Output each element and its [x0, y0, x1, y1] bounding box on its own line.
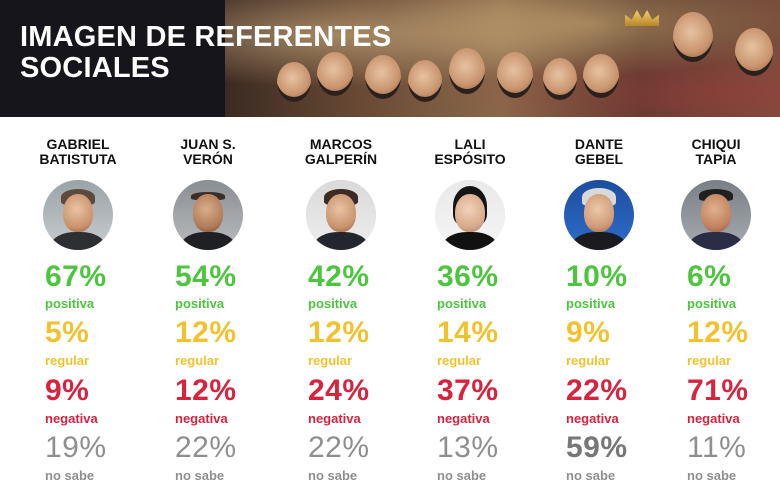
unknown-label: no sabe [175, 468, 225, 483]
unknown-value: 19% [45, 431, 107, 464]
avatar [306, 180, 376, 250]
person-name: MARCOS GALPERÍN [304, 136, 378, 167]
unknown-value: 22% [175, 431, 237, 464]
negative-label: negativa [308, 411, 361, 426]
positive-value: 10% [566, 260, 628, 293]
positive-value: 6% [687, 260, 732, 293]
regular-label: regular [308, 353, 353, 368]
regular-value: 14% [437, 316, 499, 349]
regular-value: 12% [175, 316, 237, 349]
person-name: GABRIEL BATISTUTA [39, 136, 117, 167]
positive-value: 54% [175, 260, 237, 293]
header-collage-image [225, 0, 780, 117]
avatar [435, 180, 505, 250]
unknown-label: no sabe [308, 468, 358, 483]
regular-label: regular [566, 353, 611, 368]
negative-value: 24% [308, 374, 370, 407]
unknown-label: no sabe [687, 468, 737, 483]
regular-value: 9% [566, 316, 611, 349]
unknown-value: 13% [437, 431, 499, 464]
negative-label: negativa [175, 411, 228, 426]
unknown-label: no sabe [437, 468, 487, 483]
unknown-value: 11% [687, 431, 747, 464]
positive-value: 42% [308, 260, 370, 293]
crown-icon [625, 10, 659, 26]
negative-value: 37% [437, 374, 499, 407]
avatar [43, 180, 113, 250]
unknown-value: 59% [566, 431, 628, 464]
regular-value: 5% [45, 316, 90, 349]
positive-label: positiva [437, 296, 487, 311]
positive-label: positiva [175, 296, 225, 311]
unknown-label: no sabe [45, 468, 95, 483]
regular-label: regular [175, 353, 220, 368]
negative-value: 71% [687, 374, 749, 407]
negative-label: negativa [45, 411, 98, 426]
page-title: IMAGEN DE REFERENTES SOCIALES [20, 21, 392, 84]
negative-label: negativa [437, 411, 490, 426]
negative-value: 22% [566, 374, 628, 407]
positive-label: positiva [308, 296, 358, 311]
avatar [173, 180, 243, 250]
unknown-label: no sabe [566, 468, 616, 483]
person-name: JUAN S. VERÓN [180, 136, 236, 167]
header-banner: IMAGEN DE REFERENTES SOCIALES [0, 0, 780, 117]
person-name: LALI ESPÓSITO [434, 136, 506, 167]
regular-value: 12% [308, 316, 370, 349]
positive-value: 67% [45, 260, 107, 293]
regular-label: regular [437, 353, 482, 368]
negative-value: 9% [45, 374, 90, 407]
person-name: CHIQUI TAPIA [691, 136, 741, 167]
negative-label: negativa [687, 411, 740, 426]
regular-label: regular [687, 353, 732, 368]
positive-label: positiva [45, 296, 95, 311]
avatar [564, 180, 634, 250]
positive-value: 36% [437, 260, 499, 293]
negative-label: negativa [566, 411, 619, 426]
avatar [681, 180, 751, 250]
positive-label: positiva [566, 296, 616, 311]
negative-value: 12% [175, 374, 237, 407]
unknown-value: 22% [308, 431, 370, 464]
positive-label: positiva [687, 296, 737, 311]
regular-label: regular [45, 353, 90, 368]
person-name: DANTE GEBEL [574, 136, 624, 167]
regular-value: 12% [687, 316, 749, 349]
